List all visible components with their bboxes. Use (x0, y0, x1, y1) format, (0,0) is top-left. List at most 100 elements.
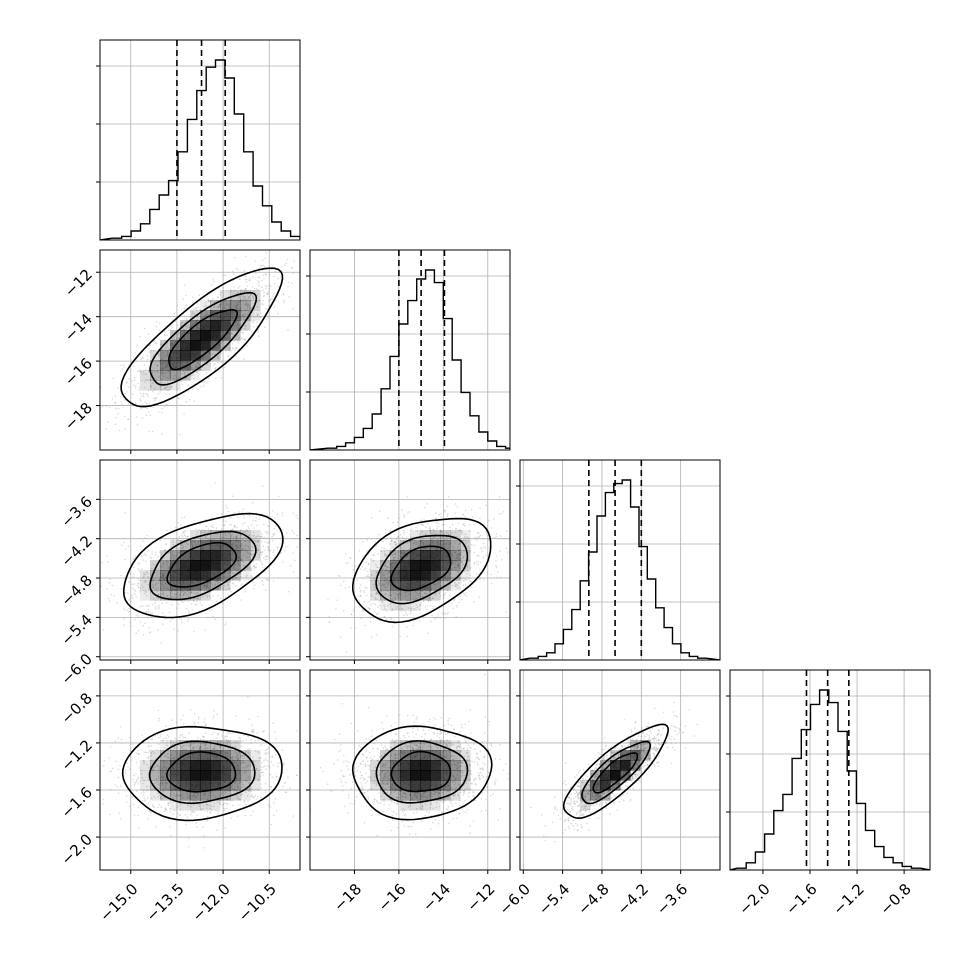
scatter-point (218, 587, 220, 589)
scatter-point (455, 559, 457, 562)
scatter-point (454, 551, 456, 554)
scatter-point (488, 560, 491, 562)
scatter-point (149, 344, 151, 347)
scatter-point (385, 589, 387, 591)
scatter-point (248, 515, 251, 517)
scatter-point (244, 298, 246, 300)
scatter-point (419, 605, 422, 607)
scatter-point (143, 592, 146, 595)
scatter-point (255, 516, 257, 519)
scatter-point (241, 757, 244, 759)
density-cell (410, 570, 421, 581)
scatter-point (236, 539, 239, 542)
scatter-point (426, 523, 429, 525)
scatter-point (185, 321, 187, 323)
scatter-point (145, 414, 147, 417)
scatter-point (420, 540, 423, 543)
scatter-point (393, 619, 395, 622)
scatter-point (243, 339, 246, 341)
scatter-point (173, 338, 175, 341)
scatter-point (217, 361, 219, 364)
scatter-point (216, 581, 219, 583)
density-cell (240, 290, 251, 301)
scatter-point (139, 587, 142, 590)
scatter-point (441, 536, 444, 538)
scatter-point (221, 735, 224, 737)
scatter-point (155, 587, 157, 590)
scatter-point (237, 540, 240, 542)
scatter-point (242, 316, 245, 318)
scatter-point (140, 395, 143, 398)
scatter-point (443, 524, 446, 526)
scatter-point (144, 560, 147, 563)
scatter-point (470, 580, 473, 583)
scatter-point (445, 536, 448, 538)
scatter-point (173, 336, 175, 338)
scatter-point (423, 519, 425, 521)
scatter-point (376, 613, 378, 615)
scatter-point (228, 347, 231, 349)
scatter-point (143, 573, 145, 576)
scatter-point (501, 558, 503, 561)
scatter-point (434, 594, 437, 596)
scatter-point (385, 568, 388, 571)
scatter-point (397, 536, 400, 539)
scatter-point (135, 780, 138, 783)
scatter-point (204, 535, 206, 538)
scatter-point (128, 599, 130, 601)
scatter-point (429, 530, 431, 532)
scatter-point (425, 526, 427, 528)
scatter-point (403, 514, 405, 516)
scatter-point (447, 495, 450, 498)
scatter-point (199, 536, 201, 539)
histogram-line (100, 59, 300, 240)
scatter-point (166, 350, 169, 353)
scatter-point (200, 386, 202, 388)
scatter-point (264, 541, 267, 543)
scatter-point (255, 536, 257, 538)
scatter-point (438, 592, 441, 594)
scatter-point (160, 806, 162, 808)
scatter-point (161, 373, 164, 376)
scatter-point (212, 595, 214, 597)
density-cell (450, 570, 461, 581)
scatter-point (458, 572, 460, 574)
scatter-point (235, 267, 237, 270)
scatter-point (246, 285, 249, 287)
scatter-point (199, 746, 201, 748)
scatter-point (223, 274, 226, 277)
scatter-point (374, 598, 377, 601)
scatter-point (218, 582, 220, 584)
scatter-point (256, 289, 259, 291)
scatter-point (420, 596, 422, 598)
scatter-point (235, 536, 238, 539)
scatter-point (169, 376, 171, 378)
scatter-point (146, 358, 149, 361)
scatter-point (199, 747, 201, 750)
scatter-point (233, 512, 235, 514)
scatter-point (284, 546, 287, 549)
scatter-point (262, 264, 264, 266)
scatter-point (419, 603, 422, 606)
scatter-point (469, 523, 471, 526)
scatter-point (234, 576, 237, 579)
scatter-point (182, 298, 185, 301)
scatter-point (483, 579, 485, 581)
scatter-point (415, 543, 418, 546)
scatter-point (390, 536, 392, 539)
scatter-point (450, 537, 452, 540)
scatter-point (230, 300, 232, 303)
scatter-point (391, 609, 393, 611)
scatter-point (387, 582, 390, 584)
scatter-point (137, 806, 140, 809)
scatter-point (462, 523, 465, 526)
scatter-point (443, 546, 446, 548)
scatter-point (171, 337, 174, 340)
scatter-point (365, 594, 368, 596)
scatter-point (460, 581, 462, 584)
scatter-point (464, 536, 466, 538)
scatter-point (124, 548, 127, 550)
scatter-point (235, 538, 238, 540)
density-cell (370, 580, 381, 591)
scatter-point (392, 521, 394, 524)
